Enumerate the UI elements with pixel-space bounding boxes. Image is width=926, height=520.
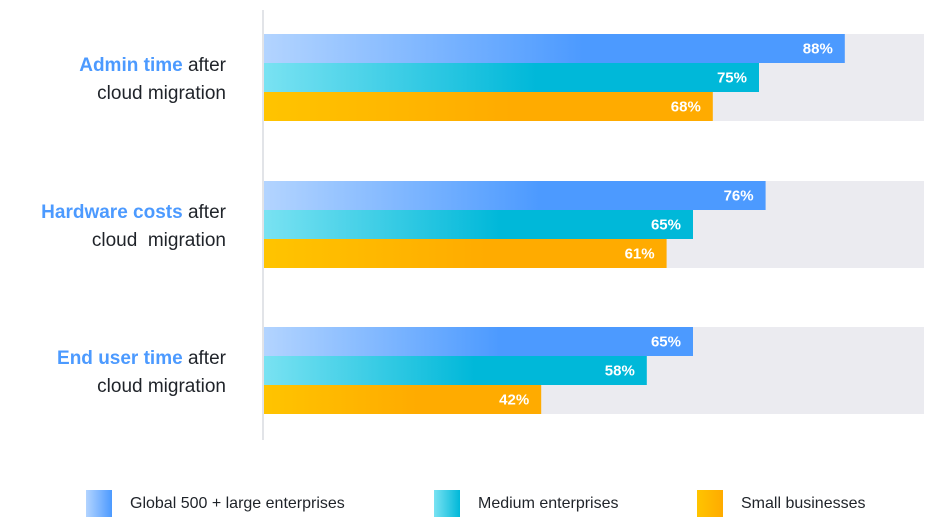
- bar-value-label: 58%: [605, 363, 635, 380]
- category-highlight: End user time: [57, 348, 183, 369]
- legend-label-small: Small businesses: [741, 494, 866, 512]
- bar-small: [264, 92, 713, 121]
- category-label-line2: cloud migration: [91, 230, 226, 251]
- bar-global: [264, 181, 766, 210]
- bar-global: [264, 327, 693, 356]
- category-highlight: Admin time: [79, 55, 183, 76]
- category-label-rest: after: [182, 202, 226, 223]
- legend-swatch-small: [697, 490, 723, 517]
- category-label: Hardware costs after cloud migration: [0, 199, 226, 255]
- category-label: Admin time after cloud migration: [0, 52, 226, 108]
- bar-value-label: 76%: [724, 188, 754, 205]
- bar-global: [264, 34, 845, 63]
- category-label: End user time after cloud migration: [0, 345, 226, 401]
- category-label-rest: after: [182, 348, 226, 369]
- legend-item-medium: Medium enterprises: [434, 490, 619, 517]
- category-highlight: Hardware costs: [41, 202, 183, 223]
- bar-value-label: 75%: [717, 70, 747, 87]
- category-label-line2: cloud migration: [97, 83, 226, 104]
- bar-value-label: 65%: [651, 334, 681, 351]
- bar-value-label: 88%: [803, 41, 833, 58]
- bar-medium: [264, 210, 693, 239]
- bar-small: [264, 385, 542, 414]
- bars: [264, 34, 845, 414]
- value-labels: 88% 75% 68% 76% 65% 61% 65% 58% 42%: [499, 41, 833, 409]
- legend-label-medium: Medium enterprises: [478, 494, 619, 512]
- legend-label-global: Global 500 + large enterprises: [130, 494, 345, 512]
- category-label-rest: after: [182, 55, 226, 76]
- bar-value-label: 65%: [651, 217, 681, 234]
- legend-item-small: Small businesses: [697, 490, 866, 517]
- category-label-line2: cloud migration: [97, 376, 226, 397]
- bar-medium: [264, 356, 647, 385]
- bar-value-label: 61%: [625, 246, 655, 263]
- bar-value-label: 68%: [671, 99, 701, 116]
- legend: Global 500 + large enterprises Medium en…: [0, 490, 926, 520]
- bar-value-label: 42%: [499, 392, 529, 409]
- bar-medium: [264, 63, 759, 92]
- legend-swatch-medium: [434, 490, 460, 517]
- legend-item-global: Global 500 + large enterprises: [86, 490, 345, 517]
- legend-swatch-global: [86, 490, 112, 517]
- bar-chart: 88% 75% 68% 76% 65% 61% 65% 58% 42%: [262, 10, 924, 440]
- bar-small: [264, 239, 667, 268]
